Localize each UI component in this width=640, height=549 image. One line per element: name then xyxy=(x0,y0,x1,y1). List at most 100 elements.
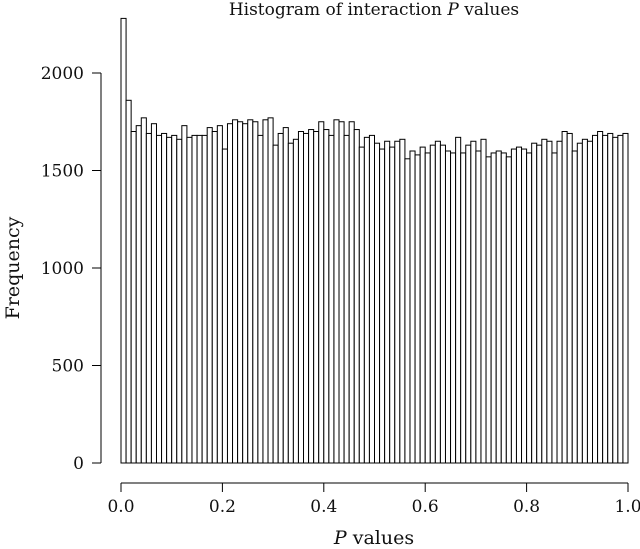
histogram-bar xyxy=(521,148,528,464)
histogram-bar xyxy=(556,140,563,464)
x-axis-label-suffix: values xyxy=(347,527,414,549)
histogram-bar xyxy=(338,121,345,464)
histogram-bar xyxy=(292,138,299,464)
histogram-bar xyxy=(140,117,147,464)
histogram-bar xyxy=(439,144,446,464)
y-tick-label: 1000 xyxy=(41,259,84,279)
histogram-bar xyxy=(389,146,396,464)
histogram-bar xyxy=(161,132,168,464)
histogram-bar xyxy=(206,127,213,464)
histogram-bar xyxy=(333,119,340,464)
chart-title-prefix: Histogram of interaction xyxy=(229,0,448,20)
histogram-bar xyxy=(592,134,599,464)
histogram-bar xyxy=(485,156,492,464)
histogram-bar xyxy=(500,152,507,464)
histogram-bar xyxy=(328,134,335,464)
histogram-bar xyxy=(374,142,381,464)
x-axis-label: P values xyxy=(333,527,414,549)
histogram-bar xyxy=(186,136,193,464)
histogram-bar xyxy=(313,131,320,464)
histogram-bar xyxy=(145,132,152,464)
y-axis-label: Frequency xyxy=(2,216,24,319)
histogram-bar xyxy=(318,121,325,464)
y-tick-label: 1500 xyxy=(41,162,84,182)
histogram-bar xyxy=(176,138,183,464)
y-tick-label: 2000 xyxy=(41,64,84,84)
histogram-bar xyxy=(444,150,452,464)
histogram-bar xyxy=(196,134,203,464)
histogram-bar xyxy=(546,140,553,464)
histogram-bar xyxy=(353,129,360,464)
histogram-bar xyxy=(237,121,244,464)
histogram-bar xyxy=(561,131,568,464)
histogram-bar xyxy=(480,138,487,464)
x-tick-label: 1.0 xyxy=(614,497,640,517)
x-tick-label: 0.2 xyxy=(209,497,236,517)
histogram-bar xyxy=(526,152,533,464)
histogram-bar xyxy=(308,129,315,464)
histogram-bar xyxy=(379,148,386,464)
x-tick-label: 0.8 xyxy=(513,497,540,517)
histogram-bar xyxy=(297,131,305,464)
histogram-bar xyxy=(252,121,259,464)
histogram-bar xyxy=(399,138,406,464)
histogram-bar xyxy=(460,152,467,464)
histogram-bar xyxy=(247,119,254,464)
histogram-bar xyxy=(404,158,411,464)
histogram-bar xyxy=(617,134,624,464)
histogram-bar xyxy=(282,127,289,464)
histogram-bar xyxy=(262,119,269,464)
histogram-bar xyxy=(581,138,588,464)
histogram-bar xyxy=(226,123,234,464)
chart-title-suffix: values xyxy=(459,0,519,20)
histogram-bar xyxy=(171,134,178,464)
histogram-bar xyxy=(597,131,604,464)
histogram-bar xyxy=(232,119,239,464)
histogram-bar xyxy=(155,134,163,464)
histogram-bar xyxy=(465,144,472,464)
histogram-bar xyxy=(358,146,365,464)
histogram-bar xyxy=(571,150,578,464)
x-tick-label: 0.6 xyxy=(412,497,439,517)
histogram-bar xyxy=(429,144,436,464)
histogram-bar xyxy=(257,134,264,464)
histogram-bar xyxy=(531,142,538,464)
histogram-bar xyxy=(424,152,431,464)
x-axis-label-italic: P xyxy=(333,527,348,549)
histogram-bar xyxy=(191,134,198,464)
histogram-bar xyxy=(267,117,274,464)
histogram-bar xyxy=(612,136,619,464)
histogram-bar xyxy=(277,132,284,464)
x-tick-label: 0.0 xyxy=(107,497,134,517)
x-axis: 0.0 0.2 0.4 0.6 0.8 1.0 xyxy=(107,482,640,517)
histogram-bar xyxy=(566,132,573,464)
histogram-bar xyxy=(120,17,127,464)
histogram-bar xyxy=(181,125,188,464)
histogram-bar xyxy=(419,146,426,464)
histogram-bar xyxy=(272,144,279,464)
histogram-bar xyxy=(287,142,294,464)
histogram-bar xyxy=(323,129,330,464)
histogram-bar xyxy=(150,123,157,464)
histogram-bar xyxy=(505,156,512,464)
histogram-bar xyxy=(343,134,350,464)
y-tick-label: 500 xyxy=(52,357,84,377)
histogram-bar xyxy=(470,140,477,464)
x-tick-label: 0.4 xyxy=(310,497,337,517)
histogram-bar xyxy=(495,150,502,464)
histogram-bar xyxy=(201,134,208,464)
histogram-bar xyxy=(363,136,370,464)
histogram-bar xyxy=(602,134,609,464)
histogram-bar xyxy=(490,152,497,464)
histogram-bar xyxy=(130,131,137,464)
histogram-bar xyxy=(607,132,614,464)
histogram-bar xyxy=(211,131,218,464)
histogram-bar xyxy=(125,99,132,464)
histogram-bar xyxy=(166,136,173,464)
histogram-bar xyxy=(515,146,523,464)
histogram-bar xyxy=(348,121,355,464)
histogram-bar xyxy=(394,140,401,464)
y-tick-label: 0 xyxy=(73,454,84,474)
chart-title-italic: P xyxy=(446,0,459,20)
